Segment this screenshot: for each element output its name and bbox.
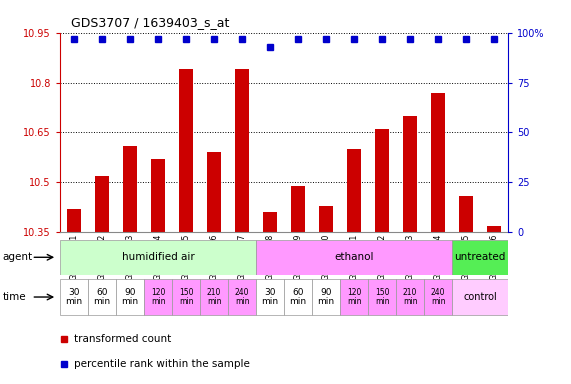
Text: 120
min: 120 min <box>347 288 361 306</box>
Text: percentile rank within the sample: percentile rank within the sample <box>74 359 250 369</box>
Text: humidified air: humidified air <box>122 252 194 262</box>
Text: 240
min: 240 min <box>235 288 250 306</box>
Bar <box>452 279 508 315</box>
Bar <box>67 209 81 232</box>
Bar <box>256 279 284 315</box>
Bar <box>424 279 452 315</box>
Text: 210
min: 210 min <box>403 288 417 306</box>
Text: 90
min: 90 min <box>317 288 335 306</box>
Text: time: time <box>3 292 26 302</box>
Bar <box>179 69 193 232</box>
Bar <box>340 279 368 315</box>
Bar <box>60 279 88 315</box>
Bar <box>403 116 417 232</box>
Bar <box>123 146 137 232</box>
Bar <box>459 196 473 232</box>
Bar <box>291 186 305 232</box>
Bar <box>368 279 396 315</box>
Bar <box>431 93 445 232</box>
Text: 150
min: 150 min <box>375 288 389 306</box>
Text: 30
min: 30 min <box>66 288 83 306</box>
Bar <box>116 279 144 315</box>
Bar <box>347 149 361 232</box>
Bar <box>151 159 165 232</box>
Bar <box>263 212 277 232</box>
Text: 60
min: 60 min <box>289 288 307 306</box>
Bar <box>235 69 249 232</box>
Bar <box>284 279 312 315</box>
Bar <box>487 226 501 232</box>
Text: 120
min: 120 min <box>151 288 165 306</box>
Text: 60
min: 60 min <box>94 288 111 306</box>
Bar <box>228 279 256 315</box>
Text: untreated: untreated <box>455 252 506 262</box>
Bar <box>200 279 228 315</box>
Text: 30
min: 30 min <box>262 288 279 306</box>
Text: GDS3707 / 1639403_s_at: GDS3707 / 1639403_s_at <box>71 16 230 29</box>
Text: 240
min: 240 min <box>431 288 445 306</box>
Bar <box>312 279 340 315</box>
Text: agent: agent <box>3 252 33 262</box>
Text: 150
min: 150 min <box>179 288 193 306</box>
Bar <box>452 240 508 275</box>
Bar <box>256 240 452 275</box>
Bar <box>319 206 333 232</box>
Bar <box>95 176 109 232</box>
Bar <box>396 279 424 315</box>
Bar <box>172 279 200 315</box>
Text: 90
min: 90 min <box>122 288 139 306</box>
Bar <box>375 129 389 232</box>
Text: 210
min: 210 min <box>207 288 222 306</box>
Bar <box>144 279 172 315</box>
Text: ethanol: ethanol <box>335 252 374 262</box>
Text: transformed count: transformed count <box>74 334 171 344</box>
Text: control: control <box>463 292 497 302</box>
Bar <box>88 279 116 315</box>
Bar <box>207 152 221 232</box>
Bar <box>60 240 256 275</box>
